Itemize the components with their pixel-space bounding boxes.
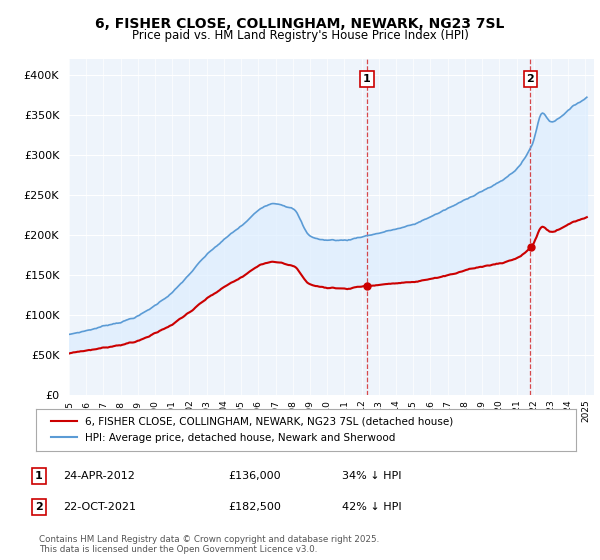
Text: 2: 2 xyxy=(527,74,535,84)
Text: 42% ↓ HPI: 42% ↓ HPI xyxy=(342,502,401,512)
Text: 34% ↓ HPI: 34% ↓ HPI xyxy=(342,471,401,481)
Text: Contains HM Land Registry data © Crown copyright and database right 2025.
This d: Contains HM Land Registry data © Crown c… xyxy=(39,535,379,554)
Text: 22-OCT-2021: 22-OCT-2021 xyxy=(63,502,136,512)
Text: 1: 1 xyxy=(35,471,43,481)
Text: £136,000: £136,000 xyxy=(228,471,281,481)
Text: 24-APR-2012: 24-APR-2012 xyxy=(63,471,135,481)
Text: 6, FISHER CLOSE, COLLINGHAM, NEWARK, NG23 7SL: 6, FISHER CLOSE, COLLINGHAM, NEWARK, NG2… xyxy=(95,17,505,31)
Text: 2: 2 xyxy=(35,502,43,512)
Text: Price paid vs. HM Land Registry's House Price Index (HPI): Price paid vs. HM Land Registry's House … xyxy=(131,29,469,42)
Legend: 6, FISHER CLOSE, COLLINGHAM, NEWARK, NG23 7SL (detached house), HPI: Average pri: 6, FISHER CLOSE, COLLINGHAM, NEWARK, NG2… xyxy=(47,413,458,447)
Text: 1: 1 xyxy=(363,74,371,84)
Text: £182,500: £182,500 xyxy=(228,502,281,512)
